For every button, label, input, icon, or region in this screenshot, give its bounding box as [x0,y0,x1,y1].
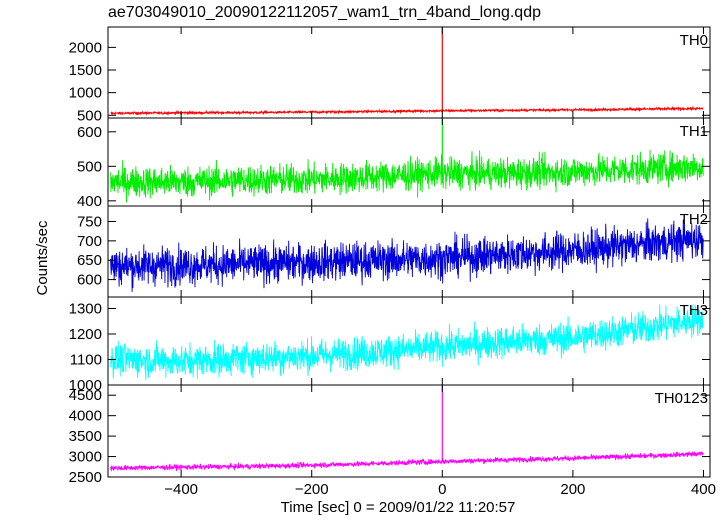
y-tick-label: 3000 [69,449,102,466]
panel-frame [107,26,711,119]
y-tick-label: 500 [77,158,102,175]
series-line-th2 [110,218,704,292]
y-tick-label: 1500 [69,62,102,79]
series-line-th1 [110,149,704,203]
panel-label: TH0 [680,32,708,49]
y-tick-label: 4000 [69,408,102,425]
y-tick-label: 650 [77,252,102,269]
y-tick-label: 700 [77,233,102,250]
y-tick-label: 600 [77,124,102,141]
series-line-th0123 [110,450,704,472]
panel-frame [107,384,711,478]
panel-frame [107,296,711,386]
y-tick-label: 750 [77,213,102,230]
y-tick-label: 1300 [69,300,102,317]
y-axis-label: Counts/sec [34,220,51,296]
y-tick-label: 2000 [69,39,102,56]
x-tick-label: 400 [691,481,716,498]
y-tick-label: 1200 [69,326,102,343]
y-tick-label: 2500 [69,469,102,486]
y-tick-label: 4500 [69,387,102,404]
panel-label: TH1 [680,123,708,140]
panel-th2: 600 650 700 750 TH2 [77,205,711,298]
panel-th0123: 2500 3000 3500 4000 4500 TH0123 [69,384,711,486]
y-tick-label: 1000 [69,377,102,394]
panel-th3: 1000 1100 1200 1300 TH3 [69,296,711,394]
x-tick-label: −200 [295,481,329,498]
y-tick-label: 1000 [69,85,102,102]
x-tick-label: −400 [164,481,198,498]
y-tick-label: 600 [77,272,102,289]
series-line-th0 [110,105,704,116]
y-tick-label: 1100 [70,351,102,368]
y-tick-label: 400 [77,193,102,210]
panel-label: TH3 [680,302,708,319]
x-tick-label: 0 [438,481,446,498]
x-tick-label: 200 [560,481,585,498]
x-axis-label: Time [sec] 0 = 2009/01/22 11:20:57 [281,499,516,516]
y-tick-label: 3500 [69,428,102,445]
chart-title: ae703049010_20090122112057_wam1_trn_4ban… [108,4,541,21]
series-line-th3 [110,304,704,381]
panel-label: TH2 [680,211,708,228]
y-tick-label: 500 [77,107,102,124]
panel-label: TH0123 [655,390,708,407]
panel-th0: 500 1000 1500 2000 TH0 [69,26,711,124]
panel-th1: 400 500 600 TH1 [77,117,711,210]
